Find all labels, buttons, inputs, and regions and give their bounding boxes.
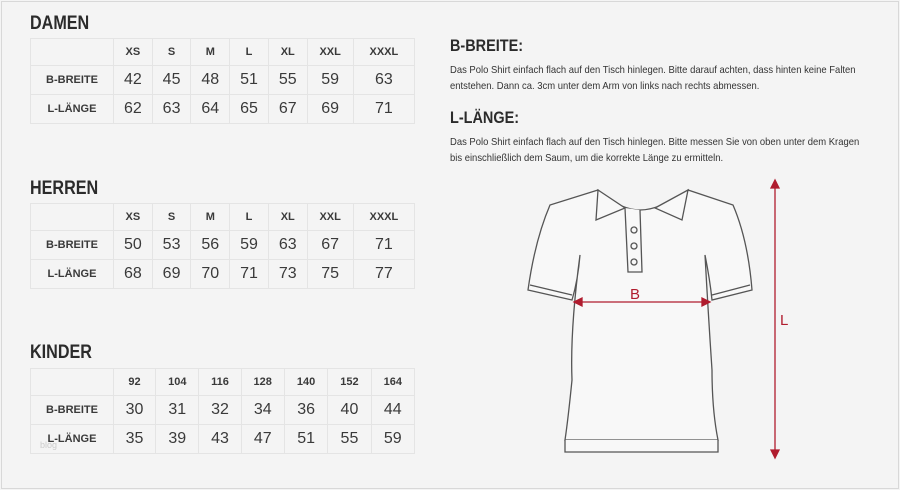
- damen-title: DAMEN: [30, 13, 90, 34]
- header-row: 92 104 116 128 140 152 164: [30, 368, 416, 396]
- cell-value: 59: [229, 230, 269, 260]
- cell-value: 39: [155, 424, 200, 454]
- cell-value: 65: [229, 94, 269, 124]
- cell-value: 71: [352, 94, 416, 124]
- cell-value: 47: [240, 424, 285, 454]
- size-header: 164: [370, 368, 416, 396]
- kinder-title: KINDER: [30, 342, 92, 363]
- row-label: L-LÄNGE: [30, 259, 114, 289]
- cell-value: 43: [198, 424, 242, 454]
- cell-value: 51: [283, 424, 329, 454]
- herren-title: HERREN: [30, 178, 99, 199]
- cell-value: 56: [190, 230, 231, 260]
- table-row: L-LÄNGE 62 63 64 65 67 69 71: [30, 94, 416, 124]
- cell-value: 32: [198, 395, 242, 425]
- table-row: L-LÄNGE 68 69 70 71 73 75 77: [30, 259, 416, 289]
- cell-value: 63: [151, 94, 192, 124]
- watermark: blog: [40, 440, 58, 450]
- size-header: L: [229, 38, 269, 66]
- size-header: M: [190, 38, 231, 66]
- l-label: L: [780, 312, 788, 329]
- laenge-description: L-LÄNGE: Das Polo Shirt einfach flach au…: [450, 108, 870, 166]
- cell-value: 77: [352, 259, 416, 289]
- kinder-size-table: 92 104 116 128 140 152 164 B-BREITE 30 31 32 34 36 40…: [30, 368, 416, 454]
- laenge-title: L-LÄNGE:: [450, 108, 520, 127]
- row-label: B-BREITE: [30, 65, 114, 95]
- cell-value: 59: [306, 65, 354, 95]
- cell-value: 55: [267, 65, 308, 95]
- cell-value: 67: [267, 94, 308, 124]
- row-label: L-LÄNGE: [30, 424, 114, 454]
- cell-value: 70: [190, 259, 231, 289]
- laenge-text: Das Polo Shirt einfach flach auf den Tis…: [450, 136, 860, 164]
- cell-value: 63: [267, 230, 308, 260]
- cell-value: 73: [267, 259, 308, 289]
- size-header: 116: [198, 368, 242, 396]
- size-header: XS: [113, 38, 153, 66]
- cell-value: 40: [327, 395, 372, 425]
- laenge-arrowheads: [769, 178, 781, 460]
- cell-value: 69: [306, 94, 354, 124]
- cell-value: 44: [370, 395, 416, 425]
- cell-value: 45: [151, 65, 192, 95]
- cell-value: 59: [370, 424, 416, 454]
- cell-value: 36: [283, 395, 329, 425]
- size-header: XXL: [306, 38, 354, 66]
- table-row: L-LÄNGE 35 39 43 47 51 55 59: [30, 424, 416, 454]
- size-header: XL: [267, 38, 308, 66]
- size-header: XXXL: [352, 38, 416, 66]
- cell-value: 62: [113, 94, 153, 124]
- row-label: L-LÄNGE: [30, 94, 114, 124]
- size-header: 104: [155, 368, 200, 396]
- size-header: M: [190, 203, 231, 231]
- breite-arrowheads: [572, 296, 712, 308]
- table-row: B-BREITE 50 53 56 59 63 67 71: [30, 230, 416, 260]
- cell-value: 71: [229, 259, 269, 289]
- measure-arrows: [572, 178, 781, 460]
- cell-value: 68: [113, 259, 153, 289]
- breite-description: B-BREITE: Das Polo Shirt einfach flach a…: [450, 36, 870, 94]
- damen-size-table: XS S M L XL XXL XXXL B-BREITE 42 45 48 51 55 59 63 L-LÄ…: [30, 38, 416, 124]
- header-row: XS S M L XL XXL XXXL: [30, 203, 416, 231]
- table-row: B-BREITE 30 31 32 34 36 40 44: [30, 395, 416, 425]
- b-label: B: [630, 286, 640, 303]
- cell-value: 31: [155, 395, 200, 425]
- size-header: 128: [240, 368, 285, 396]
- breite-title: B-BREITE:: [450, 36, 524, 55]
- size-header: 92: [112, 368, 157, 396]
- header-row: XS S M L XL XXL XXXL: [30, 38, 416, 66]
- herren-size-table: XS S M L XL XXL XXXL B-BREITE 50 53 56 59 63 67 71 L-LÄ…: [30, 203, 416, 289]
- polo-shirt-outline: [527, 188, 753, 453]
- breite-text: Das Polo Shirt einfach flach auf den Tis…: [450, 64, 856, 92]
- table-row: B-BREITE 42 45 48 51 55 59 63: [30, 65, 416, 95]
